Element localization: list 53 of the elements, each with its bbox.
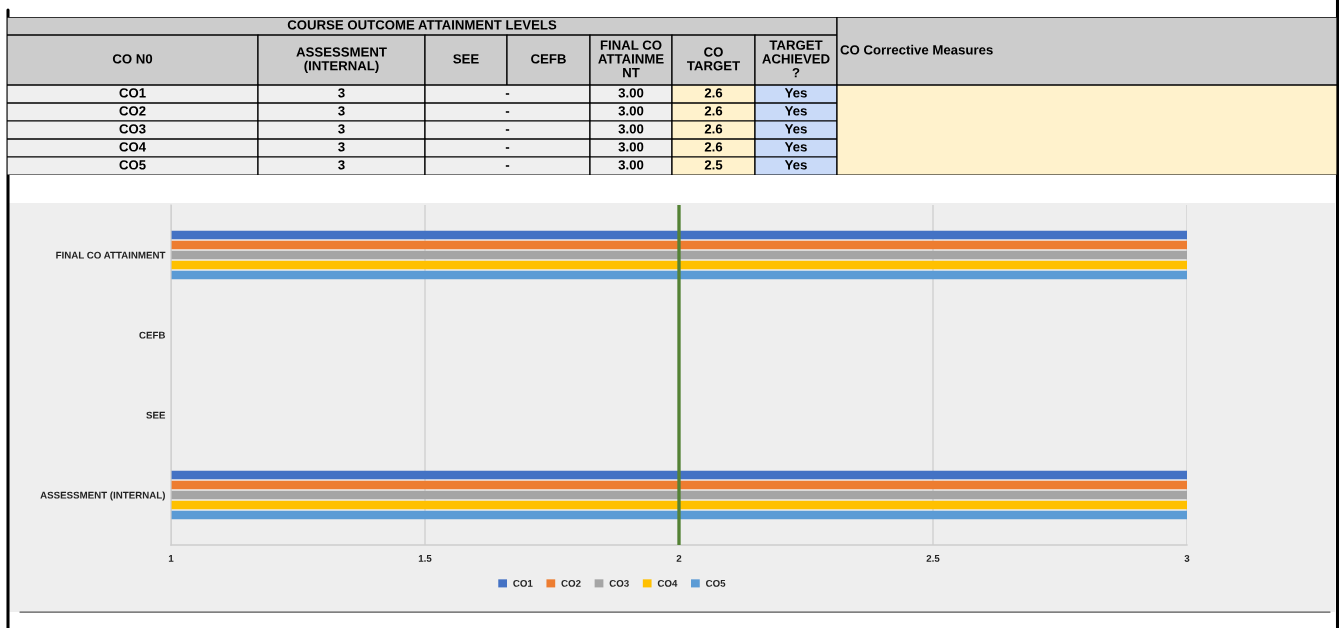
- text: Yes: [784, 106, 807, 116]
- text: 3: [338, 88, 345, 98]
- text: -: [505, 129, 510, 131]
- text: 2.6: [704, 124, 723, 134]
- y-tick-label: ASSESSMENT (INTERNAL): [40, 491, 165, 501]
- text: Yes: [784, 124, 807, 134]
- text: 3: [338, 106, 345, 116]
- text: 3.00: [618, 142, 644, 152]
- legend-label: CO3: [609, 579, 629, 587]
- text: 3: [338, 124, 345, 134]
- y-tick-label: SEE: [146, 411, 166, 419]
- text: -: [505, 147, 510, 149]
- x-tick-label: 2.5: [926, 554, 940, 562]
- legend-label: CO5: [705, 579, 726, 587]
- legend-label: CO2: [561, 579, 581, 587]
- category-label: TARGET ACHIEVED ?: [762, 40, 830, 78]
- text: COURSE OUTCOME ATTAINMENT LEVELS: [287, 20, 557, 30]
- category-label: SEE: [453, 54, 479, 64]
- text: -: [505, 111, 510, 113]
- category-label: CO4: [119, 142, 146, 152]
- legend-label: CO1: [513, 579, 533, 587]
- category-label: CO2: [119, 106, 146, 116]
- text: 3.00: [618, 124, 644, 134]
- category-label: CEFB: [531, 54, 566, 64]
- text: 3.00: [618, 160, 644, 170]
- text: Yes: [784, 142, 807, 152]
- category-label: FINAL CO ATTAINMENT: [598, 40, 664, 78]
- x-tick-label: 2: [676, 554, 682, 562]
- text: 3: [338, 160, 345, 170]
- x-tick-label: 1.5: [418, 555, 432, 562]
- category-label: CO5: [119, 160, 146, 170]
- y-tick-label: FINAL CO ATTAINMENT: [56, 251, 166, 259]
- legend-label: CO4: [657, 579, 678, 587]
- text: -: [505, 93, 510, 95]
- text: 3.00: [618, 88, 644, 98]
- text: 3.00: [618, 106, 644, 116]
- category-label: CO1: [119, 88, 146, 98]
- y-tick-label: CEFB: [139, 331, 165, 339]
- category-label: CO Corrective Measures: [840, 44, 993, 55]
- text: CO N0: [112, 54, 153, 64]
- text: Yes: [784, 160, 807, 170]
- category-label: CO TARGET: [687, 47, 740, 71]
- text: 2.6: [704, 88, 723, 98]
- text: Yes: [784, 88, 807, 98]
- text: -: [505, 165, 510, 167]
- x-tick-label: 3: [1184, 554, 1190, 562]
- text: 3: [338, 142, 345, 152]
- text: 2.5: [704, 160, 723, 170]
- text: 2.6: [704, 106, 723, 116]
- category-label: ASSESSMENT (INTERNAL): [296, 47, 387, 74]
- category-label: CO3: [119, 124, 146, 134]
- text: 2.6: [704, 142, 723, 152]
- x-tick-label: 1: [168, 555, 174, 562]
